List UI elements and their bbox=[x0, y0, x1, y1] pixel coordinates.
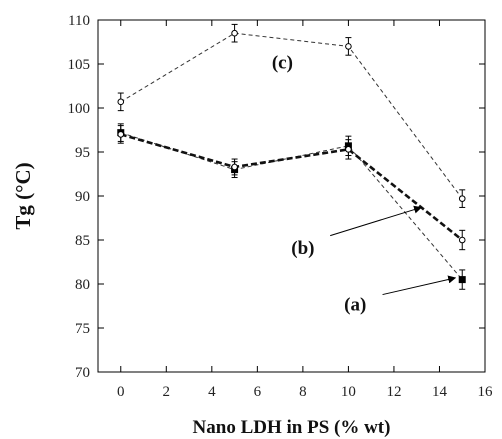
data-point bbox=[345, 146, 352, 153]
y-tick-label: 100 bbox=[68, 101, 91, 117]
axis-ticks: 0 2 4 6 8 10 12 14 16 70 75 80 85 90 95 100 105 110 bbox=[68, 13, 494, 400]
x-tick-label: 6 bbox=[254, 384, 262, 400]
data-point bbox=[458, 195, 466, 202]
annotations-layer: (c) (b) (a) bbox=[272, 52, 457, 315]
label-c: (c) bbox=[272, 52, 293, 73]
data-point bbox=[345, 43, 352, 50]
x-tick-label: 16 bbox=[478, 384, 494, 400]
label-b: (b) bbox=[291, 238, 314, 259]
series-c bbox=[117, 23, 466, 208]
data-point bbox=[231, 29, 238, 37]
y-axis-title: Tg (°C) bbox=[11, 162, 35, 229]
x-tick-label: 12 bbox=[386, 384, 401, 400]
data-point bbox=[458, 276, 466, 284]
y-tick-label: 110 bbox=[68, 13, 90, 29]
arrow-b bbox=[330, 205, 423, 237]
x-axis-title: Nano LDH in PS (% wt) bbox=[193, 417, 391, 438]
y-tick-label: 105 bbox=[68, 57, 91, 73]
arrow-a bbox=[382, 275, 457, 296]
series-line bbox=[120, 32, 463, 199]
series-line bbox=[120, 133, 464, 242]
x-tick-label: 14 bbox=[432, 384, 448, 400]
data-point bbox=[231, 163, 238, 171]
y-tick-label: 70 bbox=[75, 365, 90, 381]
data-point bbox=[458, 236, 466, 244]
x-tick-label: 10 bbox=[341, 384, 356, 400]
x-tick-label: 4 bbox=[208, 384, 216, 400]
x-tick-label: 2 bbox=[163, 384, 171, 400]
series-b bbox=[117, 125, 466, 251]
y-tick-label: 90 bbox=[75, 189, 90, 205]
y-tick-label: 85 bbox=[75, 233, 90, 249]
x-tick-label: 8 bbox=[299, 384, 307, 400]
series-layer bbox=[117, 23, 466, 290]
label-a: (a) bbox=[344, 294, 366, 315]
y-tick-label: 75 bbox=[75, 321, 90, 337]
y-tick-label: 80 bbox=[75, 277, 90, 293]
data-point bbox=[117, 131, 125, 138]
data-point bbox=[117, 98, 125, 106]
y-tick-label: 95 bbox=[75, 145, 90, 161]
x-tick-label: 0 bbox=[117, 384, 125, 400]
